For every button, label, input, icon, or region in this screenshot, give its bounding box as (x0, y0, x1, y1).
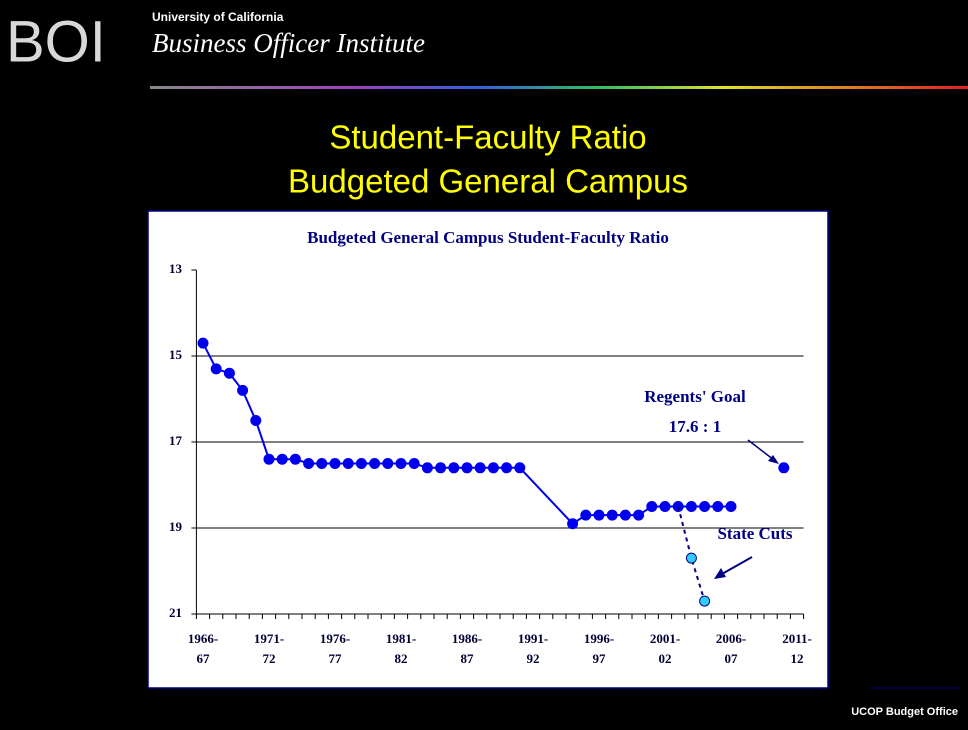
data-point (210, 363, 222, 375)
header-rule (150, 86, 968, 89)
arrow-head (768, 455, 779, 464)
x-tick-label: 1991-92 (518, 631, 548, 666)
x-tick-label: 1971-72 (254, 631, 284, 666)
data-point (382, 458, 394, 469)
plot: 13 15 17 19 21 1966-67 1971-72 1976-77 1981-82 19… (169, 261, 812, 666)
arrow (747, 439, 775, 461)
institute: Business Officer Institute (152, 28, 425, 58)
data-point (263, 453, 275, 465)
data-point (448, 462, 460, 474)
series-line (677, 506, 706, 602)
data-point (289, 453, 301, 465)
x-tick-label: 2006-07 (716, 631, 746, 666)
y-tick-label: 19 (169, 519, 183, 534)
arrow-head (714, 568, 726, 579)
x-tick-label: 1981-82 (386, 631, 416, 666)
data-point (197, 337, 209, 349)
data-point (633, 509, 645, 521)
annotation: Regents' Goal (644, 387, 746, 406)
data-point (619, 509, 631, 521)
data-point (501, 462, 513, 474)
x-tick-label: 2011-12 (782, 631, 812, 666)
data-point (276, 453, 288, 465)
data-point (778, 462, 790, 474)
x-tick-label: 1996-97 (584, 631, 614, 666)
x-tick-label: 1986-87 (452, 631, 482, 666)
annotation: 17.6 : 1 (669, 417, 721, 436)
data-point (250, 415, 262, 426)
data-point (699, 501, 711, 512)
data-point (474, 462, 486, 474)
data-point (567, 518, 579, 530)
y-tick-label: 13 (169, 261, 183, 276)
data-point (514, 462, 526, 474)
data-point (580, 509, 592, 521)
data-point (408, 458, 420, 469)
data-point (699, 595, 711, 607)
x-tick-label: 1966-67 (188, 631, 218, 666)
footer: UCOP Budget Office (851, 706, 958, 718)
data-point (303, 458, 315, 469)
data-point (369, 458, 381, 469)
data-point (593, 509, 605, 521)
data-point (725, 501, 737, 512)
x-tick-label: 1976-77 (320, 631, 350, 666)
data-point (342, 458, 354, 469)
data-point (223, 367, 235, 379)
data-point (395, 458, 407, 469)
organization: University of California (152, 10, 284, 24)
data-point (646, 501, 658, 512)
slide-title: Budgeted General Campus (288, 163, 688, 200)
chart-title: Budgeted General Campus Student-Faculty … (307, 228, 669, 247)
data-point (355, 458, 367, 469)
data-point (685, 552, 697, 564)
data-point (316, 458, 328, 469)
chart-frame (147, 210, 829, 689)
data-point (329, 458, 341, 469)
y-tick-label: 15 (169, 347, 183, 362)
slide-title: Student-Faculty Ratio (329, 119, 646, 156)
x-tick-label: 2001-02 (650, 631, 680, 666)
data-point (237, 384, 249, 396)
data-point (659, 501, 671, 512)
data-point (461, 462, 473, 474)
annotation: State Cuts (717, 524, 792, 543)
logo: BOI (6, 9, 106, 74)
data-point (487, 462, 499, 474)
data-point (685, 501, 697, 512)
y-tick-label: 21 (169, 605, 182, 620)
data-point (421, 462, 433, 474)
arrow (721, 556, 753, 575)
data-point (712, 501, 724, 512)
data-point (435, 462, 447, 474)
data-point (606, 509, 618, 521)
y-tick-label: 17 (169, 433, 183, 448)
